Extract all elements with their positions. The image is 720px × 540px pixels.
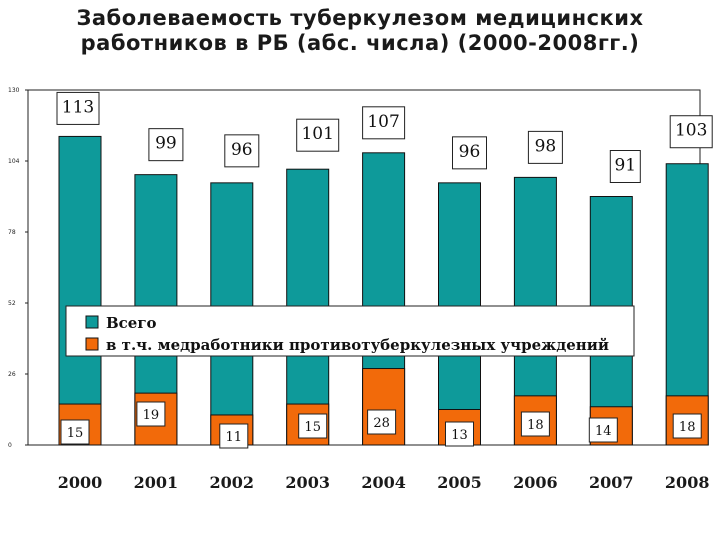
value-label-subset: 14: [595, 424, 612, 439]
value-label-box: [219, 423, 249, 449]
value-label-subset: 18: [527, 418, 544, 433]
x-category-label: 2003: [285, 473, 330, 492]
y-tick-label: 52: [8, 300, 16, 307]
x-category-label: 2004: [361, 473, 406, 492]
bar-total: [58, 135, 102, 446]
value-label-subset: 13: [451, 428, 468, 443]
value-label-box: [148, 128, 184, 162]
legend-swatch: [85, 315, 99, 329]
value-label-box: [362, 106, 406, 140]
value-label-box: [669, 115, 713, 149]
value-label-box: [224, 134, 260, 168]
value-label-box: [445, 421, 474, 447]
value-label-total: 113: [62, 97, 94, 117]
value-label-subset: 19: [143, 408, 160, 423]
x-category-label: 2007: [589, 473, 634, 492]
y-tick-label: 0: [8, 442, 12, 449]
x-category-label: 2006: [513, 473, 558, 492]
value-label-total: 91: [614, 156, 636, 176]
y-tick-label: 78: [8, 229, 16, 236]
value-label-subset: 11: [226, 430, 243, 445]
legend-swatch: [85, 337, 99, 351]
x-category-label: 2001: [134, 473, 179, 492]
legend-box: [65, 305, 635, 357]
value-label-total: 101: [301, 124, 333, 144]
value-label-box: [520, 411, 550, 437]
value-label-subset: 28: [373, 416, 390, 431]
value-label-box: [136, 401, 166, 427]
value-label-total: 107: [367, 112, 399, 132]
value-label-total: 96: [231, 140, 253, 160]
value-label-subset: 15: [67, 426, 84, 441]
y-tick-label: 26: [8, 371, 16, 378]
x-category-label: 2005: [437, 473, 482, 492]
x-category-label: 2002: [210, 473, 255, 492]
value-label-box: [367, 409, 397, 435]
x-category-label: 2008: [665, 473, 710, 492]
value-label-box: [588, 417, 618, 443]
legend-label: в т.ч. медработники противотуберкулезных…: [106, 336, 609, 354]
y-tick-label: 130: [8, 87, 20, 94]
value-label-total: 96: [459, 142, 481, 162]
chart-title: Заболеваемость туберкулезом медицинских …: [76, 6, 644, 55]
legend-label: Всего: [106, 314, 157, 332]
x-category-label: 2000: [58, 473, 103, 492]
value-label-box: [296, 118, 340, 152]
value-label-box: [609, 150, 641, 183]
value-label-total: 103: [675, 121, 707, 141]
value-label-box: [672, 413, 702, 439]
value-label-box: [527, 130, 563, 164]
value-label-box: [56, 91, 100, 125]
y-tick-label: 104: [8, 158, 20, 165]
value-label-total: 99: [155, 134, 177, 154]
value-label-box: [298, 413, 328, 439]
value-label-subset: 18: [679, 420, 696, 435]
value-label-total: 98: [535, 136, 557, 156]
value-label-box: [60, 419, 90, 445]
value-label-box: [452, 136, 487, 170]
value-label-subset: 15: [304, 420, 321, 435]
